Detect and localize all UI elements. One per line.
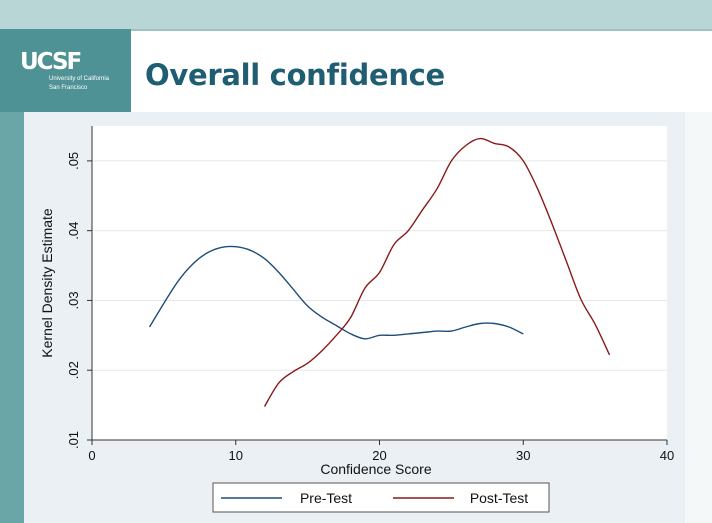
ucsf-logo: UCSF xyxy=(20,49,82,75)
plot-area xyxy=(92,126,667,440)
x-tick-label: 0 xyxy=(88,448,95,463)
legend: Pre-Test Post-Test xyxy=(212,482,550,513)
y-ticks: .01 .02 .03 .04 .05 xyxy=(66,152,92,449)
logo-subtitle-line1: University of California xyxy=(49,76,110,82)
plot-panel: 0 10 20 30 40 .01 .02 .03 .04 .05 Confidence Sco… xyxy=(24,112,685,523)
y-tick-label: .05 xyxy=(66,152,81,170)
series-layer xyxy=(148,137,611,407)
logo-subtitle-line2: San Francisco xyxy=(49,85,88,91)
y-tick-label: .01 xyxy=(66,431,81,449)
x-axis-title: Confidence Score xyxy=(320,461,432,477)
right-strip xyxy=(685,112,712,523)
density-chart: 0 10 20 30 40 .01 .02 .03 .04 .05 Confidence Sco… xyxy=(39,126,674,513)
y-tick-label: .04 xyxy=(66,222,81,240)
legend-label-pre-test: Pre-Test xyxy=(300,490,352,506)
x-tick-label: 30 xyxy=(516,448,530,463)
logo-block: UCSF University of California San Franci… xyxy=(0,29,131,112)
slide-title: Overall confidence xyxy=(145,58,445,92)
x-tick-label: 40 xyxy=(660,448,674,463)
y-tick-label: .02 xyxy=(66,361,81,379)
top-band xyxy=(0,0,712,31)
y-axis-title: Kernel Density Estimate xyxy=(39,208,55,358)
y-tick-label: .03 xyxy=(66,291,81,309)
post-test-line xyxy=(263,137,611,407)
pre-test-line xyxy=(148,245,524,340)
x-tick-label: 20 xyxy=(372,448,386,463)
x-tick-label: 10 xyxy=(229,448,243,463)
x-ticks: 0 10 20 30 40 xyxy=(88,440,674,463)
legend-label-post-test: Post-Test xyxy=(470,490,528,506)
